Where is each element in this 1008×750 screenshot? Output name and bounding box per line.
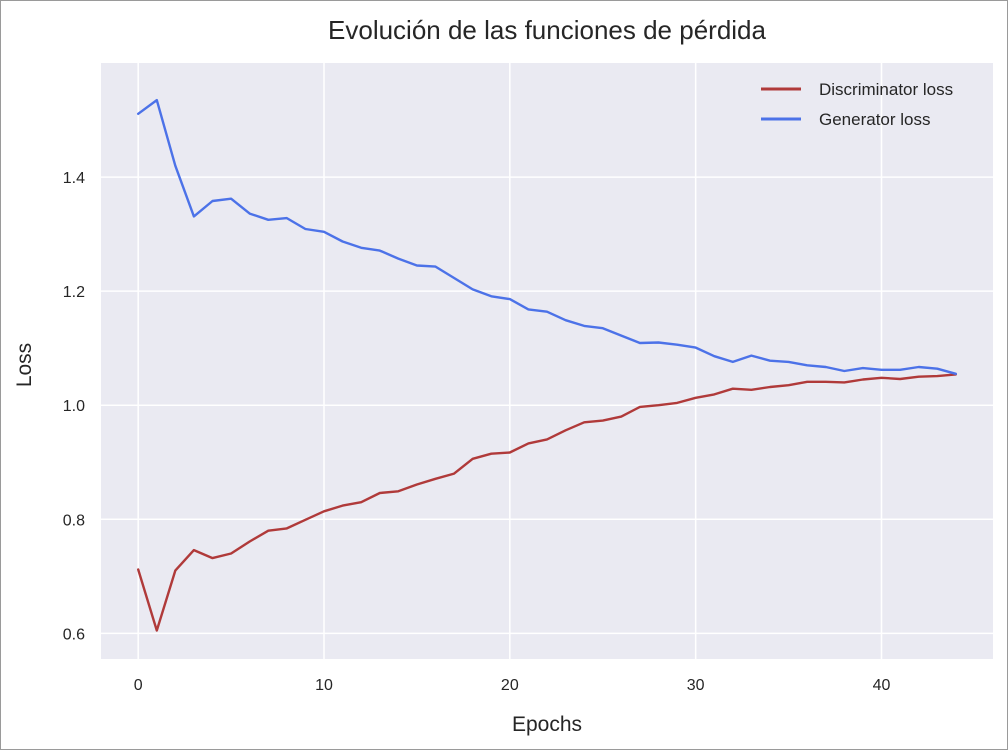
grid [101, 63, 993, 659]
legend: Discriminator loss Generator loss [761, 80, 953, 129]
x-tick-label: 0 [134, 677, 143, 694]
x-axis-label: Epochs [512, 713, 582, 736]
x-tick-label: 20 [501, 677, 519, 694]
x-tick-label: 10 [315, 677, 333, 694]
x-tick-label: 30 [687, 677, 705, 694]
discriminator-loss-line [136, 373, 957, 632]
y-axis-ticks: 0.6 0.8 1.0 1.2 1.4 [63, 170, 85, 643]
y-tick-label: 0.8 [63, 512, 85, 529]
discriminator-loss-legend-label: Discriminator loss [819, 80, 953, 99]
y-tick-label: 1.0 [63, 398, 85, 415]
chart-title: Evolución de las funciones de pérdida [328, 15, 767, 45]
plot-area [101, 63, 993, 659]
generator-loss-legend-label: Generator loss [819, 110, 931, 129]
y-tick-label: 0.6 [63, 626, 85, 643]
generator-loss-line [136, 98, 957, 375]
x-tick-label: 40 [873, 677, 891, 694]
x-axis-ticks: 0 10 20 30 40 [134, 677, 891, 694]
series-group [136, 98, 957, 632]
y-axis-label: Loss [13, 343, 36, 387]
y-tick-label: 1.2 [63, 284, 85, 301]
y-tick-label: 1.4 [63, 170, 85, 187]
